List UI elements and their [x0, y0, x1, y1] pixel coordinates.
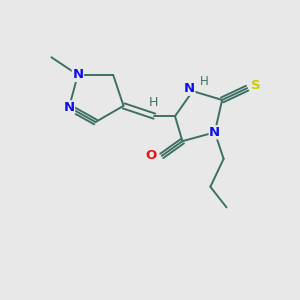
Text: S: S	[250, 79, 260, 92]
Text: N: N	[64, 101, 75, 114]
Text: N: N	[72, 68, 83, 81]
Text: H: H	[200, 75, 208, 88]
Text: N: N	[209, 126, 220, 139]
Text: O: O	[146, 149, 157, 162]
Text: N: N	[184, 82, 195, 95]
Text: H: H	[148, 95, 158, 109]
